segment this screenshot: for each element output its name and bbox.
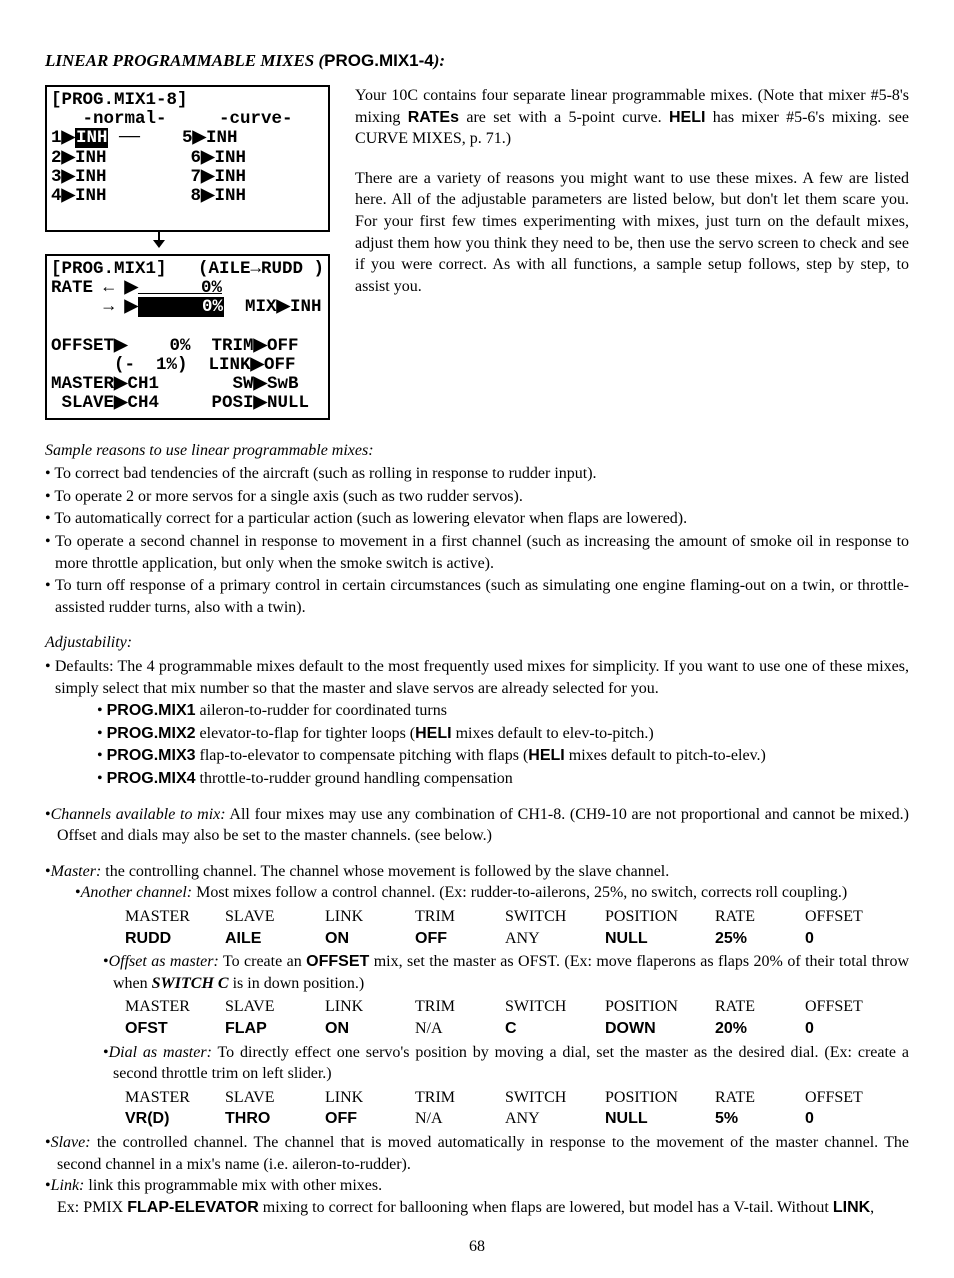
list-item: To correct bad tendencies of the aircraf… [45,463,909,485]
arrow-down-icon [45,236,330,250]
slave-bullet: Slave: the controlled channel. The chann… [45,1132,909,1175]
title-prefix: LINEAR PROGRAMMABLE MIXES [45,51,314,70]
list-item: PROG.MIX2 elevator-to-flap for tighter l… [97,723,909,745]
adjustability-head: Adjustability: [45,632,909,654]
dial-master-sub: Dial as master: To directly effect one s… [45,1042,909,1085]
mix-table-2: MASTERSLAVELINKTRIMSWITCHPOSITIONRATEOFF… [121,996,921,1039]
list-item: Defaults: The 4 programmable mixes defau… [45,656,909,699]
table-header: MASTERSLAVELINKTRIMSWITCHPOSITIONRATEOFF… [121,1087,921,1109]
page-number: 68 [45,1236,909,1258]
list-item: To turn off response of a primary contro… [45,575,909,618]
link-example: Ex: PMIX FLAP-ELEVATOR mixing to correct… [45,1197,909,1219]
table-row: RUDDAILEONOFFANYNULL25%0 [121,928,921,950]
table-row: VR(D)THROOFFN/AANYNULL5%0 [121,1108,921,1130]
table-header: MASTERSLAVELINKTRIMSWITCHPOSITIONRATEOFF… [121,996,921,1018]
list-item: To operate 2 or more servos for a single… [45,486,909,508]
prog-mix-defaults: PROG.MIX1 aileron-to-rudder for coordina… [45,700,909,789]
list-item: PROG.MIX4 throttle-to-rudder ground hand… [97,768,909,790]
intro-p1: Your 10C contains four separate linear p… [355,85,909,150]
intro-p2: There are a variety of reasons you might… [355,168,909,298]
master-bullet: Master: the controlling channel. The cha… [45,861,909,883]
list-item: To automatically correct for a particula… [45,508,909,530]
top-section: [PROG.MIX1-8] -normal- -curve- 1▶INH ── … [45,85,909,420]
list-item: PROG.MIX3 flap-to-elevator to compensate… [97,745,909,767]
table-row: OFSTFLAPONN/ACDOWN20%0 [121,1018,921,1040]
link-bullet: Link: link this programmable mix with ot… [45,1175,909,1197]
another-channel-sub: Another channel: Most mixes follow a con… [45,882,909,904]
intro-text: Your 10C contains four separate linear p… [355,85,909,420]
sample-reasons-head: Sample reasons to use linear programmabl… [45,440,909,462]
offset-master-sub: Offset as master: To create an OFFSET mi… [45,951,909,994]
lcd-screen-2: [PROG.MIX1] (AILE→RUDD ) RATE ← ▶ 0% → ▶… [45,254,330,420]
page-title: LINEAR PROGRAMMABLE MIXES (PROG.MIX1-4): [45,50,909,73]
title-code: PROG.MIX1-4 [324,51,434,70]
list-item: To operate a second channel in response … [45,531,909,574]
lcd-column: [PROG.MIX1-8] -normal- -curve- 1▶INH ── … [45,85,330,420]
lcd-screen-1: [PROG.MIX1-8] -normal- -curve- 1▶INH ── … [45,85,330,232]
table-header: MASTERSLAVELINKTRIMSWITCHPOSITIONRATEOFF… [121,906,921,928]
mix-table-1: MASTERSLAVELINKTRIMSWITCHPOSITIONRATEOFF… [121,906,921,949]
sample-reasons-list: To correct bad tendencies of the aircraf… [45,463,909,618]
adjustability-list: Defaults: The 4 programmable mixes defau… [45,656,909,699]
channels-bullet: Channels available to mix: All four mixe… [45,804,909,847]
list-item: PROG.MIX1 aileron-to-rudder for coordina… [97,700,909,722]
mix-table-3: MASTERSLAVELINKTRIMSWITCHPOSITIONRATEOFF… [121,1087,921,1130]
